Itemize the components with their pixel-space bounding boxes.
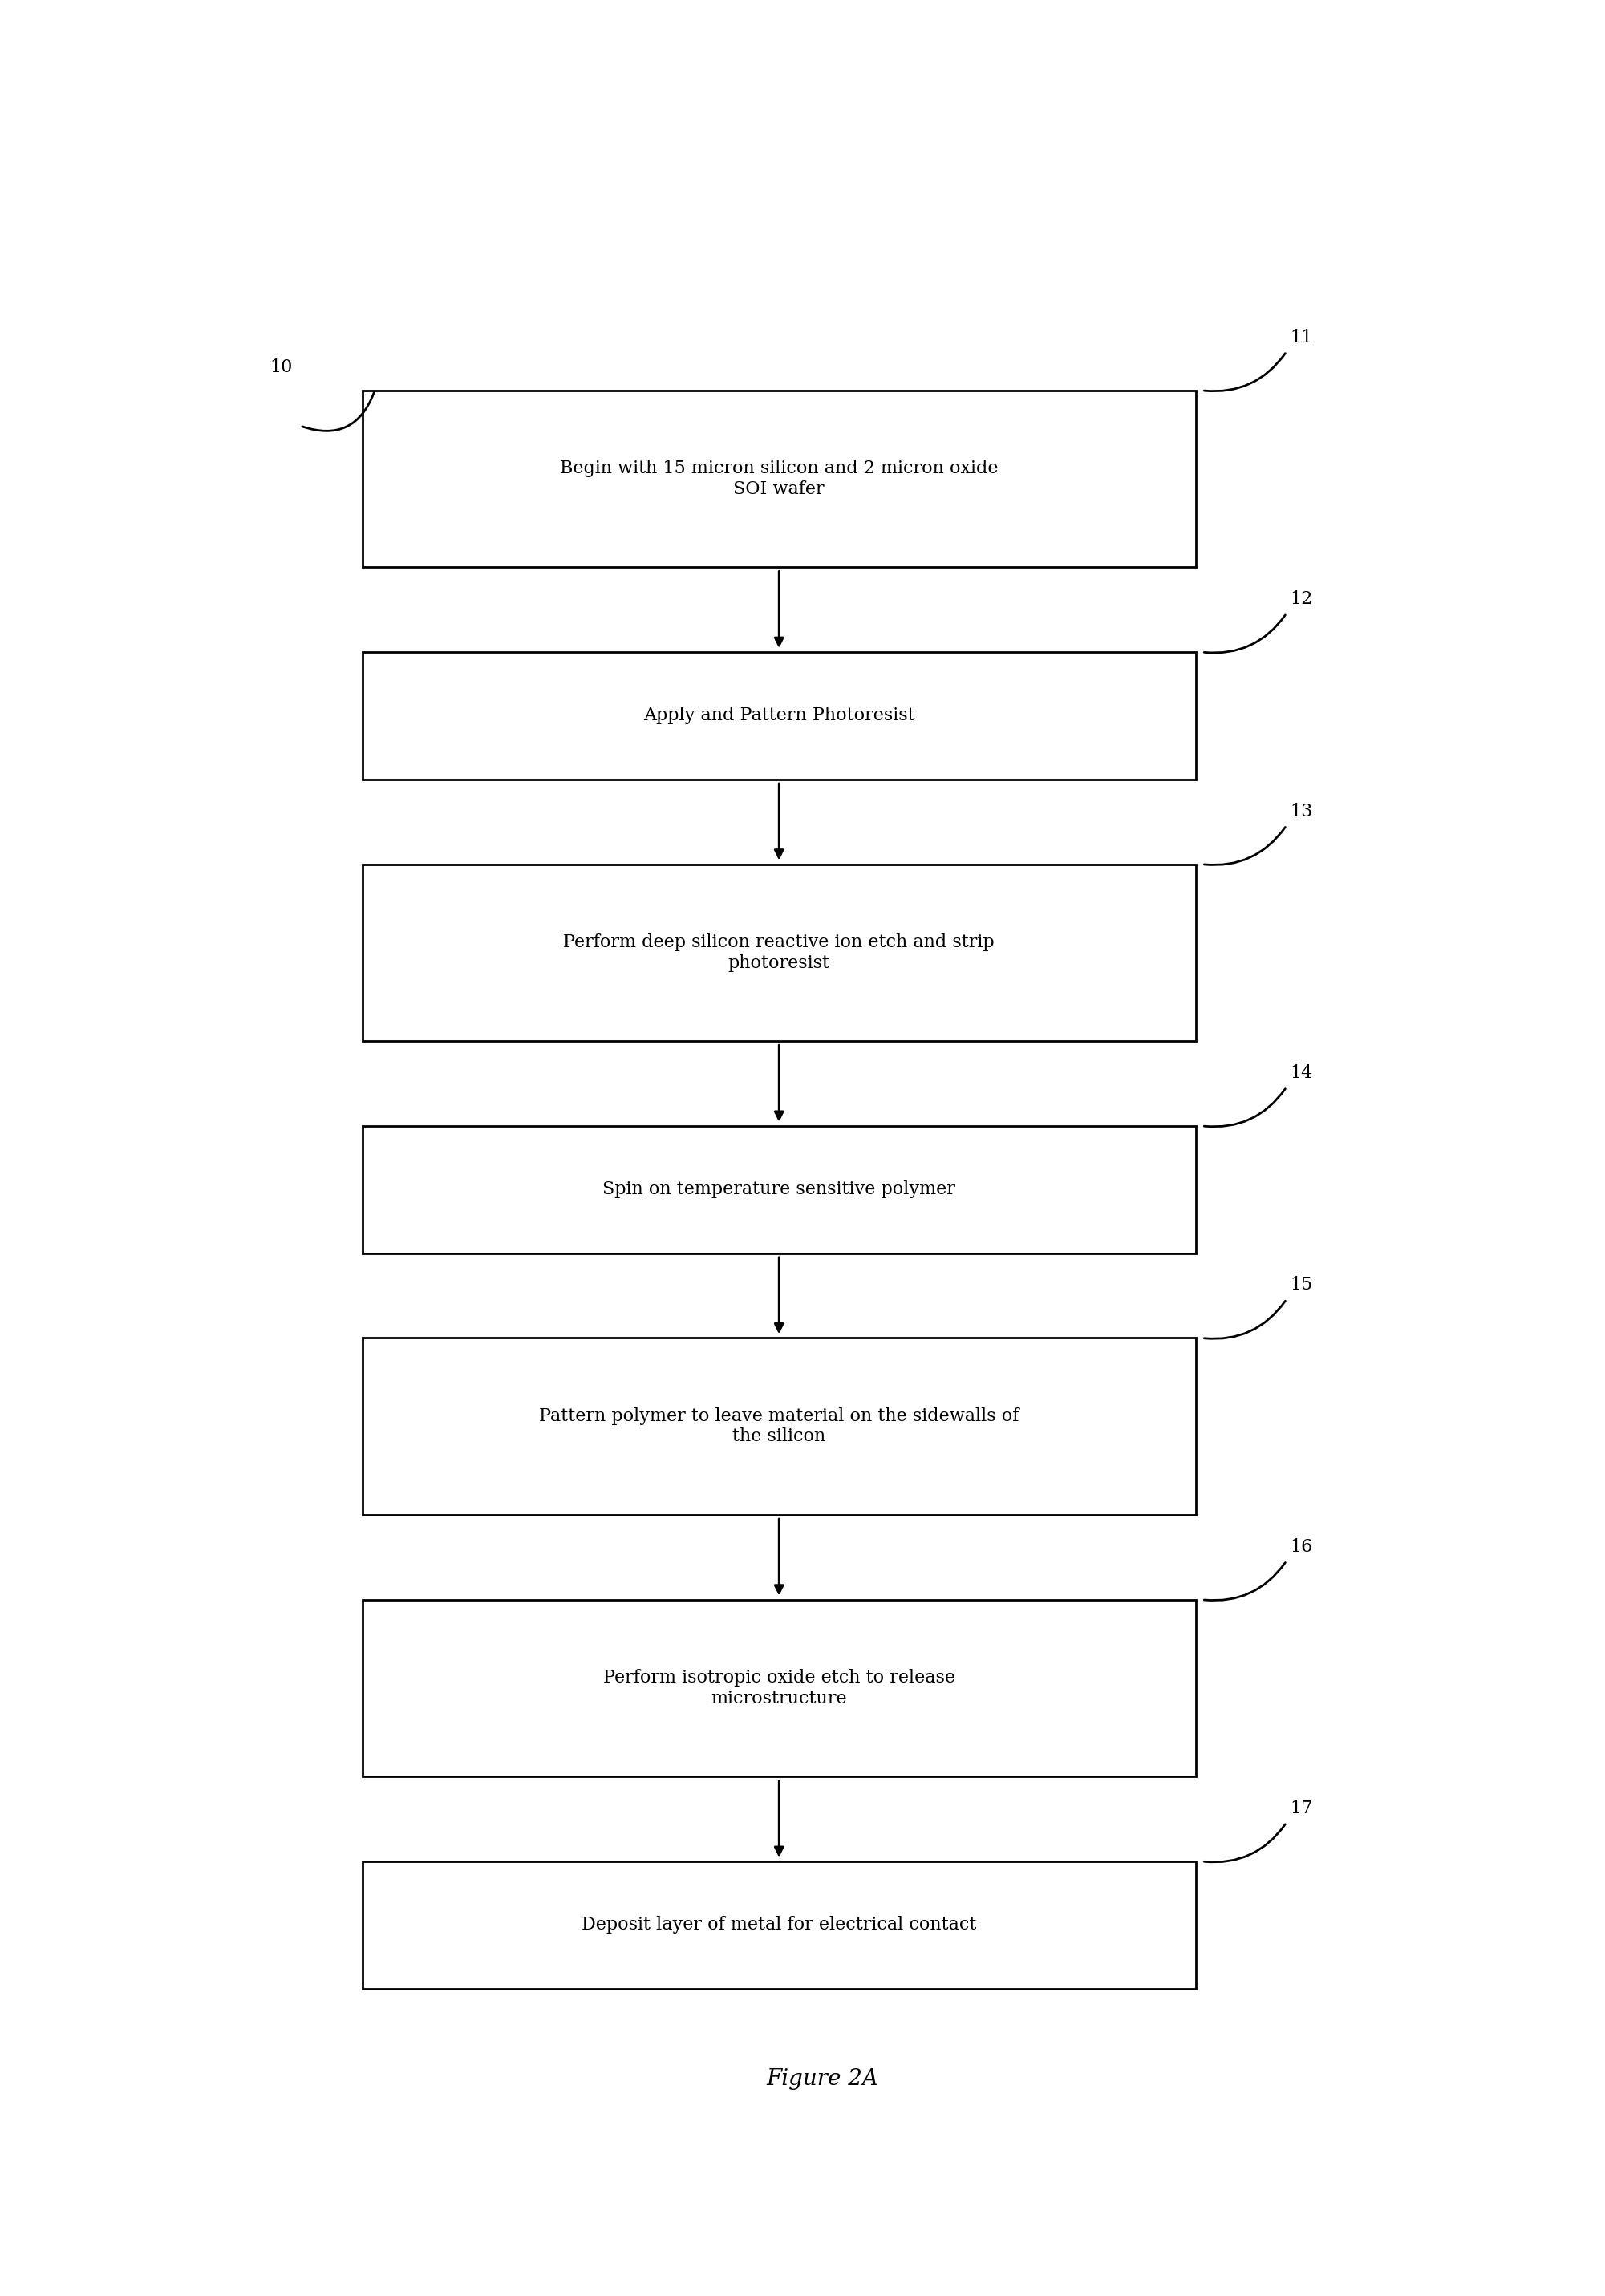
FancyBboxPatch shape bbox=[363, 863, 1196, 1040]
FancyBboxPatch shape bbox=[363, 1600, 1196, 1777]
FancyBboxPatch shape bbox=[363, 652, 1196, 778]
Text: Spin on temperature sensitive polymer: Spin on temperature sensitive polymer bbox=[602, 1180, 955, 1199]
Text: Perform isotropic oxide etch to release
microstructure: Perform isotropic oxide etch to release … bbox=[603, 1669, 955, 1708]
FancyBboxPatch shape bbox=[363, 1339, 1196, 1515]
FancyBboxPatch shape bbox=[363, 1125, 1196, 1254]
Text: Figure 2A: Figure 2A bbox=[767, 2069, 878, 2089]
Text: Apply and Pattern Photoresist: Apply and Pattern Photoresist bbox=[644, 707, 915, 726]
Text: 17: 17 bbox=[1290, 1800, 1313, 1816]
FancyBboxPatch shape bbox=[363, 1862, 1196, 1988]
Text: 14: 14 bbox=[1290, 1063, 1313, 1081]
Text: Deposit layer of metal for electrical contact: Deposit layer of metal for electrical co… bbox=[581, 1917, 976, 1933]
Text: Perform deep silicon reactive ion etch and strip
photoresist: Perform deep silicon reactive ion etch a… bbox=[563, 934, 995, 971]
Text: 11: 11 bbox=[1290, 328, 1313, 347]
Text: 13: 13 bbox=[1290, 801, 1313, 820]
Text: 10: 10 bbox=[270, 358, 292, 377]
Text: 12: 12 bbox=[1290, 590, 1313, 608]
Text: 16: 16 bbox=[1290, 1538, 1313, 1554]
Text: 15: 15 bbox=[1290, 1277, 1313, 1295]
Text: Pattern polymer to leave material on the sidewalls of
the silicon: Pattern polymer to leave material on the… bbox=[539, 1407, 1019, 1446]
Text: Begin with 15 micron silicon and 2 micron oxide
SOI wafer: Begin with 15 micron silicon and 2 micro… bbox=[560, 459, 998, 498]
FancyBboxPatch shape bbox=[363, 390, 1196, 567]
